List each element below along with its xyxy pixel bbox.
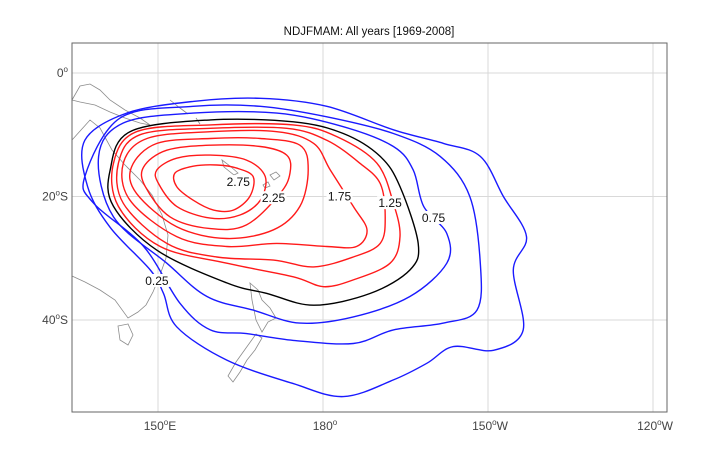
contour-label-background [377, 196, 404, 210]
contour-label: 1.25 [378, 196, 402, 210]
chart-title: NDJFMAM: All years [1969-2008] [284, 26, 455, 38]
contour-line-0-25 [81, 97, 528, 398]
contour-label-background [326, 189, 353, 203]
y-tick-label: 40oS [42, 312, 68, 327]
contour-label-background [420, 210, 447, 224]
contour-label: 2.25 [262, 191, 286, 205]
coastline-australia-east [71, 119, 169, 319]
x-tick-label: 150oW [472, 418, 508, 433]
contour-lines [81, 97, 528, 398]
coastline-tasmania [117, 323, 134, 346]
contour-line-1-25 [110, 122, 401, 288]
contour-label: 0.25 [145, 274, 169, 288]
contour-label: 0.75 [422, 211, 446, 225]
contour-line-2-25 [140, 144, 292, 231]
contour-line-2 [128, 137, 309, 240]
x-tick-label: 120oW [637, 418, 673, 433]
y-tick-label: 0o [57, 65, 69, 80]
contour-line-1-75 [121, 129, 368, 249]
coastline-new-guinea [71, 83, 151, 126]
contour-line-0-75 [97, 110, 452, 325]
contour-line-2-75 [172, 164, 255, 213]
contour-label-background [143, 273, 170, 287]
plot-frame [71, 42, 668, 413]
x-tick-label: 180o [313, 418, 338, 433]
contour-line-1 [107, 118, 420, 306]
contour-labels: 0.25 0.75 1.25 1.75 2.25 2.75 [143, 175, 447, 288]
x-axis-ticks: 150oE 180o 150oW 120oW [144, 418, 674, 433]
coastlines [71, 83, 281, 383]
coastline-new-zealand-south [227, 333, 263, 383]
y-axis-ticks: 0o 20oS 40oS [42, 65, 68, 327]
contour-line-0-5 [82, 104, 483, 345]
y-tick-label: 20oS [42, 189, 68, 204]
contour-label: 2.75 [227, 175, 251, 189]
contour-line-2-5 [154, 154, 267, 220]
contour-line-1-5 [115, 126, 386, 268]
contour-label: 1.75 [328, 189, 352, 203]
contour-label-background [225, 175, 252, 189]
contour-label-background [260, 191, 287, 205]
x-tick-label: 150oE [144, 418, 177, 433]
